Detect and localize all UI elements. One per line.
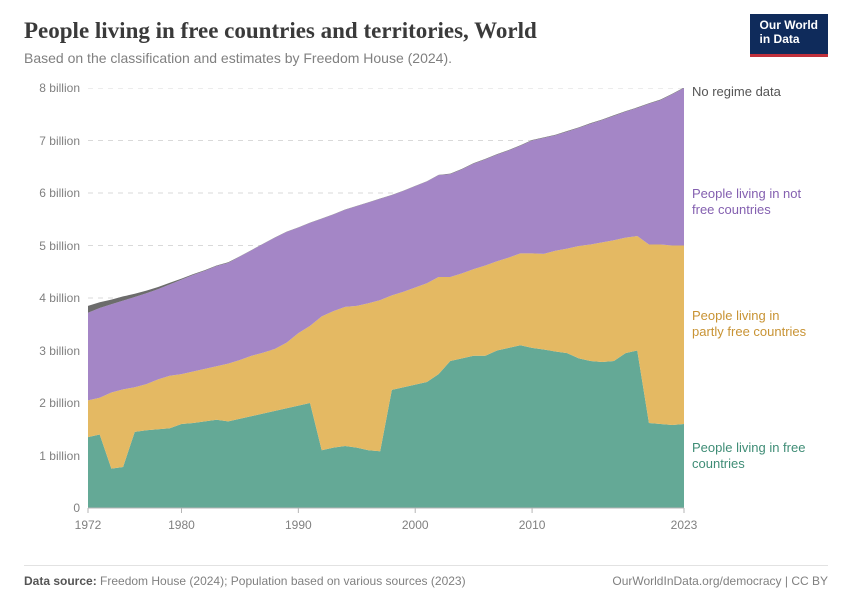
chart-footer: Data source: Freedom House (2024); Popul… (24, 565, 828, 588)
chart-container: 0 1 billion 2 billion 3 billion 4 billion 5 b… (24, 88, 826, 538)
y-tick-label: 1 billion (39, 449, 80, 463)
series-label-no_data: No regime data (692, 84, 822, 100)
x-tick-label: 2010 (519, 518, 546, 532)
data-source: Data source: Freedom House (2024); Popul… (24, 574, 466, 588)
y-tick-label: 0 (73, 501, 80, 515)
logo-line2: in Data (760, 32, 800, 46)
page-subtitle: Based on the classification and estimate… (24, 50, 826, 66)
page-title: People living in free countries and terr… (24, 18, 826, 44)
x-tick-label: 2000 (402, 518, 429, 532)
logo-line1: Our World (760, 18, 818, 32)
source-label: Data source: (24, 574, 97, 588)
series-label-partly_free: People living inpartly free countries (692, 308, 822, 341)
y-tick-label: 6 billion (39, 186, 80, 200)
y-tick-label: 3 billion (39, 344, 80, 358)
x-tick-label: 1990 (285, 518, 312, 532)
y-tick-label: 8 billion (39, 81, 80, 95)
series-label-not_free: People living in notfree countries (692, 186, 822, 219)
owid-logo: Our World in Data (750, 14, 828, 57)
y-tick-label: 5 billion (39, 239, 80, 253)
footer-right: OurWorldInData.org/democracy | CC BY (612, 574, 828, 588)
y-tick-label: 2 billion (39, 396, 80, 410)
y-tick-label: 4 billion (39, 291, 80, 305)
x-tick-label: 1972 (75, 518, 102, 532)
source-text: Freedom House (2024); Population based o… (97, 574, 466, 588)
x-tick-label: 2023 (671, 518, 698, 532)
y-tick-label: 7 billion (39, 134, 80, 148)
series-label-free: People living in freecountries (692, 440, 822, 473)
x-tick-label: 1980 (168, 518, 195, 532)
